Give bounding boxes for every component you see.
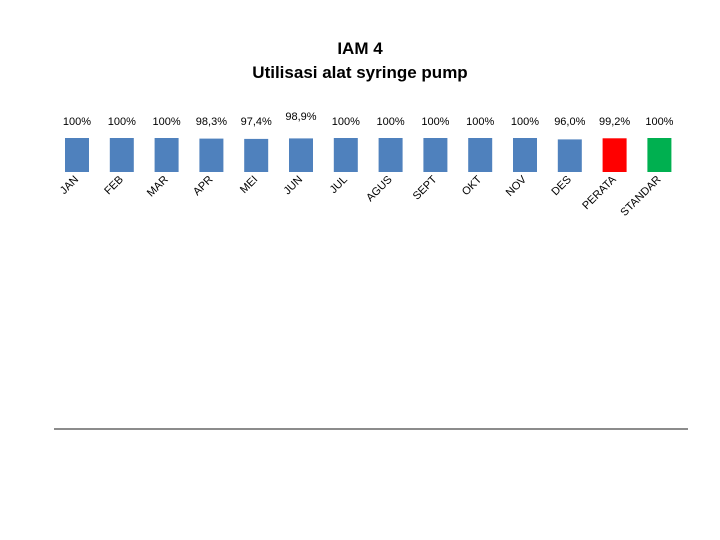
category-label-jun: JUN xyxy=(282,174,306,198)
bar-jul xyxy=(333,138,358,172)
data-label-agus: 100% xyxy=(377,116,405,128)
data-label-des: 96,0% xyxy=(554,116,585,128)
bar-standar xyxy=(647,138,672,172)
category-label-jan: JAN xyxy=(58,174,81,197)
bar-des xyxy=(557,139,582,172)
data-label-feb: 100% xyxy=(108,116,136,128)
data-label-jul: 100% xyxy=(332,116,360,128)
data-label-apr: 98,3% xyxy=(196,116,227,128)
category-label-perata: PERATA xyxy=(580,173,619,212)
bar-nov xyxy=(513,138,537,172)
category-label-sept: SEPT xyxy=(411,173,440,202)
category-label-jul: JUL xyxy=(328,174,350,196)
category-label-mei: MEI xyxy=(238,174,260,196)
slide-divider-line xyxy=(54,428,688,430)
bar-feb xyxy=(109,138,134,172)
data-label-jun: 98,9% xyxy=(285,111,316,123)
bar-perata xyxy=(602,138,627,172)
data-label-nov: 100% xyxy=(511,116,539,128)
bar-agus xyxy=(378,138,403,172)
bar-sept xyxy=(423,138,448,172)
bar-okt xyxy=(468,138,493,172)
bar-mar xyxy=(154,138,179,172)
bar-apr xyxy=(199,138,224,172)
bar-mei xyxy=(244,138,269,172)
data-label-mei: 97,4% xyxy=(241,116,272,128)
data-label-sept: 100% xyxy=(421,116,449,128)
data-label-jan: 100% xyxy=(63,116,91,128)
category-label-okt: OKT xyxy=(460,173,485,198)
category-label-mar: MAR xyxy=(145,174,171,200)
data-label-okt: 100% xyxy=(466,116,494,128)
category-label-apr: APR xyxy=(191,174,216,199)
category-label-agus: AGUS xyxy=(364,174,395,205)
category-label-feb: FEB xyxy=(102,174,126,198)
category-label-des: DES xyxy=(549,174,573,198)
bar-jan xyxy=(65,138,89,172)
bar-jun xyxy=(289,138,313,172)
data-label-mar: 100% xyxy=(153,116,181,128)
chart-title-line1: IAM 4 xyxy=(337,39,383,58)
data-label-standar: 100% xyxy=(645,116,673,128)
chart-title-line2: Utilisasi alat syringe pump xyxy=(252,63,468,82)
data-label-perata: 99,2% xyxy=(599,116,630,128)
category-label-standar: STANDAR xyxy=(618,174,663,219)
category-label-nov: NOV xyxy=(504,173,530,199)
